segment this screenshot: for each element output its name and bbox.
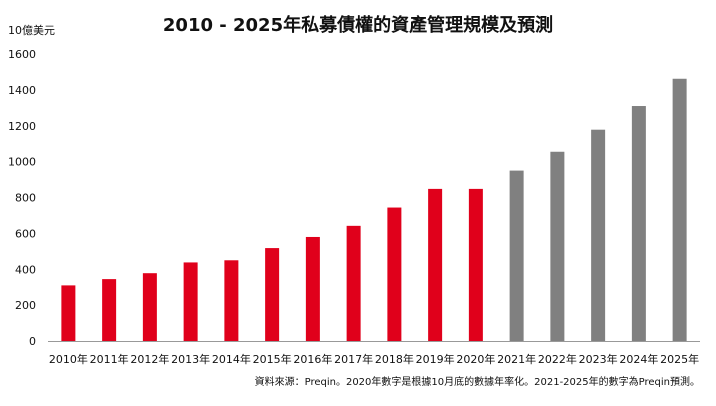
bar-2017年 — [346, 225, 361, 341]
x-tick-label: 2020年 — [456, 352, 495, 366]
bar-2010年 — [61, 285, 76, 341]
bar-2018年 — [387, 207, 402, 341]
x-tick-label: 2017年 — [334, 352, 373, 366]
bar-2014年 — [224, 260, 239, 341]
bar-2012年 — [142, 273, 157, 341]
x-tick-label: 2010年 — [49, 352, 88, 366]
chart-title: 2010 - 2025年私募債權的資產管理規模及預測 — [163, 14, 553, 36]
x-tick-label: 2013年 — [171, 352, 210, 366]
bar-2024年 — [631, 106, 646, 341]
bar-2023年 — [591, 129, 606, 341]
x-tick-label: 2016年 — [293, 352, 332, 366]
x-tick-label: 2011年 — [90, 352, 129, 366]
x-tick-label: 2015年 — [253, 352, 292, 366]
bars — [61, 78, 687, 341]
x-tick-label: 2021年 — [497, 352, 536, 366]
y-tick-label: 1000 — [8, 156, 36, 169]
bar-2019年 — [428, 188, 443, 341]
y-tick-label: 200 — [15, 299, 36, 312]
x-tick-label: 2024年 — [619, 352, 658, 366]
y-tick-label: 600 — [15, 227, 36, 240]
y-tick-label: 1400 — [8, 84, 36, 97]
bar-2013年 — [183, 262, 198, 341]
bar-2015年 — [265, 248, 280, 341]
x-tick-label: 2023年 — [579, 352, 618, 366]
x-tick-label: 2019年 — [416, 352, 455, 366]
y-axis: 0 200 400 600 800 1000 1200 1400 1600 — [8, 48, 36, 348]
bar-2020年 — [468, 188, 483, 341]
y-tick-label: 1600 — [8, 48, 36, 61]
bar-2016年 — [305, 236, 320, 341]
x-tick-label: 2025年 — [660, 352, 699, 366]
bar-2022年 — [550, 151, 565, 341]
y-tick-label: 0 — [29, 335, 36, 348]
y-tick-label: 400 — [15, 263, 36, 276]
x-tick-label: 2022年 — [538, 352, 577, 366]
y-unit-label: 10億美元 — [8, 24, 55, 37]
bar-2025年 — [672, 78, 687, 341]
x-tick-label: 2014年 — [212, 352, 251, 366]
source-note: 資料來源：Preqin。2020年數字是根據10月底的數據年率化。2021-20… — [255, 375, 700, 388]
x-tick-label: 2012年 — [130, 352, 169, 366]
y-tick-label: 800 — [15, 192, 36, 205]
bar-2021年 — [509, 170, 524, 341]
x-tick-label: 2018年 — [375, 352, 414, 366]
bar-2011年 — [102, 279, 117, 341]
x-axis: 2010年 2011年 2012年 2013年 2014年 2015年 2016年 2017年… — [49, 352, 699, 366]
y-tick-label: 1200 — [8, 120, 36, 133]
